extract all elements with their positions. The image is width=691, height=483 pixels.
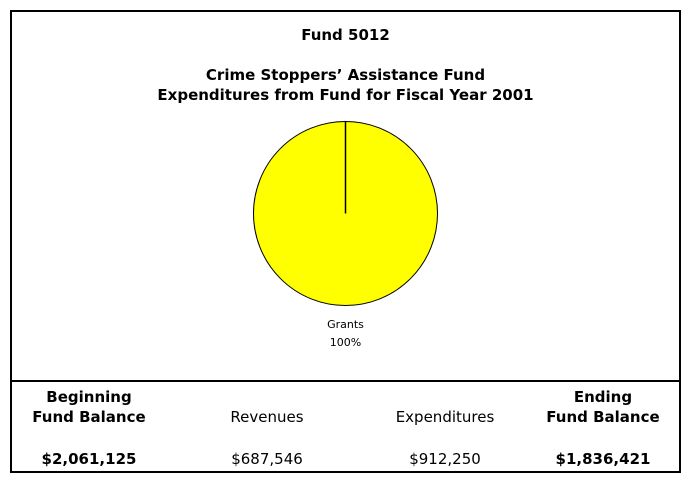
summary-heading-line2: Revenues	[230, 408, 304, 426]
slice-percent-grants: 100%	[329, 336, 362, 349]
summary-heading-line2: Fund Balance	[546, 408, 660, 426]
chart-panel: Fund 5012 Crime Stoppers’ Assistance Fun…	[12, 12, 679, 382]
summary-ending-balance: Ending Fund Balance $1,836,421	[528, 382, 678, 471]
summary-heading: Beginning Fund Balance	[14, 387, 164, 427]
summary-heading-line1: Ending	[573, 388, 633, 406]
summary-value: $687,546	[231, 450, 303, 468]
chart-subtitle: Expenditures from Fund for Fiscal Year 2…	[157, 86, 534, 104]
chart-title: Crime Stoppers’ Assistance Fund	[205, 66, 486, 84]
summary-heading-line2: Fund Balance	[32, 408, 146, 426]
summary-expenditures: Expenditures $912,250	[370, 382, 520, 471]
summary-revenues: Revenues $687,546	[192, 382, 342, 471]
slice-label-grants: Grants	[327, 318, 364, 331]
summary-value: $1,836,421	[555, 450, 651, 468]
report-frame: Fund 5012 Crime Stoppers’ Assistance Fun…	[10, 10, 681, 473]
summary-heading: Ending Fund Balance	[528, 387, 678, 427]
summary-beginning-balance: Beginning Fund Balance $2,061,125	[14, 382, 164, 471]
summary-heading: Revenues	[192, 407, 342, 427]
pie-chart	[253, 121, 438, 306]
summary-value: $912,250	[409, 450, 481, 468]
fund-summary: Beginning Fund Balance $2,061,125 Revenu…	[12, 382, 679, 471]
fund-number: Fund 5012	[301, 26, 390, 44]
summary-heading-line2: Expenditures	[395, 408, 495, 426]
summary-value: $2,061,125	[41, 450, 137, 468]
summary-heading: Expenditures	[370, 407, 520, 427]
summary-heading-line1: Beginning	[46, 388, 132, 406]
